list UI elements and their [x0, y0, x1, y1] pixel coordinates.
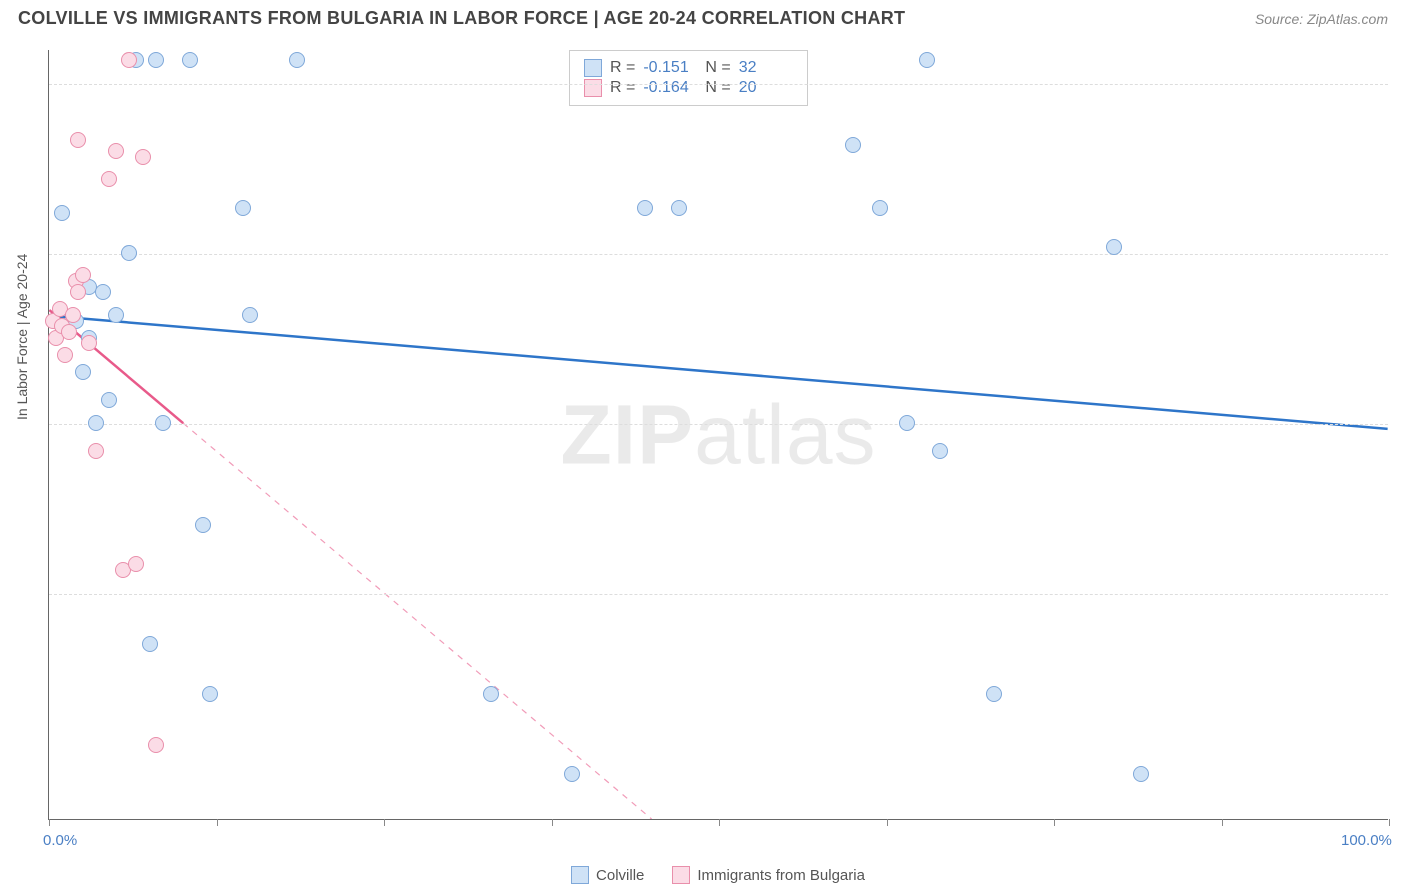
scatter-point	[95, 284, 111, 300]
source-attribution: Source: ZipAtlas.com	[1255, 11, 1388, 27]
scatter-point	[121, 245, 137, 261]
r-label: R =	[610, 59, 635, 77]
scatter-point	[1106, 239, 1122, 255]
r-value: -0.151	[643, 59, 697, 77]
scatter-point	[845, 137, 861, 153]
scatter-point	[1133, 766, 1149, 782]
gridline	[49, 84, 1388, 85]
series-swatch	[584, 59, 602, 77]
scatter-point	[235, 200, 251, 216]
scatter-point	[70, 284, 86, 300]
trend-lines-layer	[49, 50, 1388, 819]
scatter-point	[75, 267, 91, 283]
x-tick	[217, 819, 218, 826]
x-tick	[719, 819, 720, 826]
legend-label: Immigrants from Bulgaria	[697, 867, 865, 884]
series-swatch	[584, 79, 602, 97]
stats-legend-box: R = -0.151 N = 32 R = -0.164 N = 20	[569, 50, 808, 106]
legend-bottom: Colville Immigrants from Bulgaria	[48, 866, 1388, 884]
scatter-point	[108, 307, 124, 323]
legend-swatch	[571, 866, 589, 884]
scatter-point	[101, 171, 117, 187]
scatter-point	[75, 364, 91, 380]
chart-plot-area: ZIPatlas R =-0.151N =32R =-0.164N =20 55…	[48, 50, 1388, 820]
n-label: N =	[705, 59, 730, 77]
scatter-point	[128, 556, 144, 572]
x-tick-label: 100.0%	[1341, 832, 1392, 849]
stats-row: R = -0.151 N = 32	[584, 59, 793, 77]
y-tick-label: 100.0%	[1398, 102, 1406, 119]
legend-item: Immigrants from Bulgaria	[672, 866, 865, 884]
scatter-point	[195, 517, 211, 533]
scatter-point	[81, 335, 97, 351]
scatter-point	[142, 636, 158, 652]
x-tick	[552, 819, 553, 826]
scatter-point	[182, 52, 198, 68]
scatter-point	[483, 686, 499, 702]
header: COLVILLE VS IMMIGRANTS FROM BULGARIA IN …	[0, 0, 1406, 35]
scatter-point	[70, 132, 86, 148]
gridline	[49, 594, 1388, 595]
scatter-point	[242, 307, 258, 323]
n-value: 32	[739, 59, 793, 77]
y-tick-label: 55.0%	[1398, 612, 1406, 629]
r-value: -0.164	[643, 79, 697, 97]
x-tick	[1389, 819, 1390, 826]
scatter-point	[148, 52, 164, 68]
x-tick	[887, 819, 888, 826]
y-tick-label: 85.0%	[1398, 272, 1406, 289]
y-tick-label: 70.0%	[1398, 442, 1406, 459]
scatter-point	[88, 415, 104, 431]
scatter-point	[121, 52, 137, 68]
x-tick	[1222, 819, 1223, 826]
scatter-point	[637, 200, 653, 216]
scatter-point	[57, 347, 73, 363]
stats-row: R = -0.164 N = 20	[584, 79, 793, 97]
scatter-point	[872, 200, 888, 216]
scatter-point	[564, 766, 580, 782]
scatter-point	[135, 149, 151, 165]
x-tick-label: 0.0%	[43, 832, 77, 849]
scatter-point	[101, 392, 117, 408]
scatter-point	[65, 307, 81, 323]
legend-item: Colville	[571, 866, 644, 884]
scatter-point	[148, 737, 164, 753]
y-axis-label: In Labor Force | Age 20-24	[14, 254, 30, 420]
scatter-point	[108, 143, 124, 159]
legend-label: Colville	[596, 867, 644, 884]
scatter-point	[899, 415, 915, 431]
chart-title: COLVILLE VS IMMIGRANTS FROM BULGARIA IN …	[18, 8, 905, 29]
scatter-point	[54, 205, 70, 221]
scatter-point	[155, 415, 171, 431]
n-label: N =	[705, 79, 730, 97]
n-value: 20	[739, 79, 793, 97]
gridline	[49, 254, 1388, 255]
x-tick	[384, 819, 385, 826]
scatter-point	[671, 200, 687, 216]
gridline	[49, 424, 1388, 425]
scatter-point	[919, 52, 935, 68]
scatter-point	[61, 324, 77, 340]
watermark: ZIPatlas	[560, 386, 876, 483]
x-tick	[1054, 819, 1055, 826]
scatter-point	[986, 686, 1002, 702]
x-tick	[49, 819, 50, 826]
scatter-point	[202, 686, 218, 702]
scatter-point	[932, 443, 948, 459]
legend-swatch	[672, 866, 690, 884]
scatter-point	[88, 443, 104, 459]
scatter-point	[289, 52, 305, 68]
r-label: R =	[610, 79, 635, 97]
